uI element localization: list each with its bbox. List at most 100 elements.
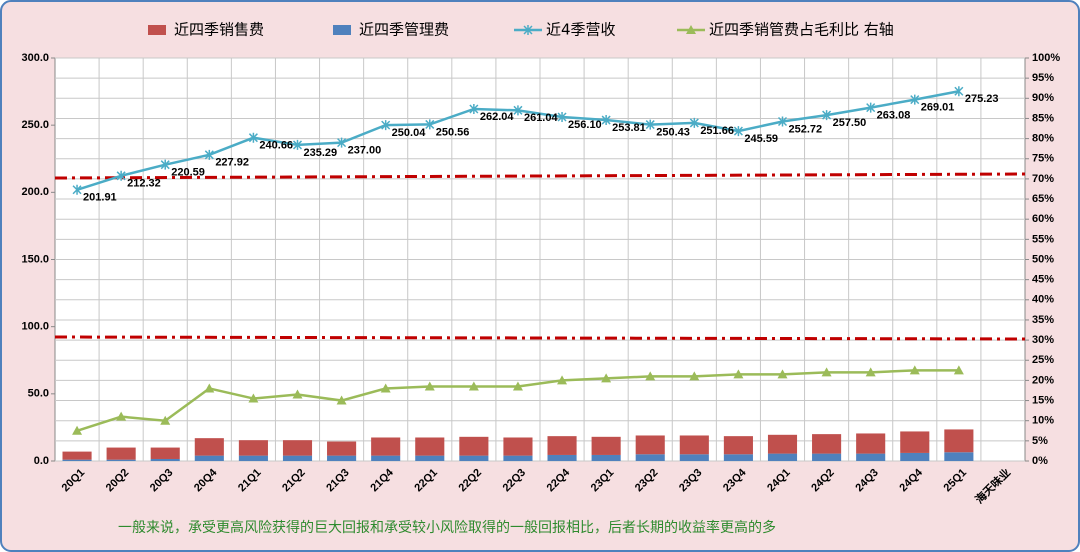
marker bbox=[686, 25, 696, 34]
marker bbox=[645, 119, 655, 130]
data-label: 250.56 bbox=[436, 126, 470, 138]
y2-tick-label: 25% bbox=[1032, 354, 1054, 366]
reference-line bbox=[54, 172, 1026, 180]
bar bbox=[415, 455, 445, 461]
marker bbox=[380, 383, 391, 393]
marker bbox=[645, 371, 656, 381]
legend-label: 近4季营收 bbox=[546, 21, 616, 39]
marker bbox=[689, 117, 699, 128]
data-label: 201.91 bbox=[83, 192, 117, 204]
marker bbox=[160, 415, 171, 425]
bar bbox=[238, 455, 268, 461]
marker bbox=[733, 126, 743, 137]
data-label: 245.59 bbox=[744, 133, 778, 145]
bar bbox=[547, 436, 577, 455]
data-label: 227.92 bbox=[215, 157, 249, 169]
y2-tick-label: 95% bbox=[1032, 72, 1054, 84]
y2-tick-label: 90% bbox=[1032, 92, 1054, 104]
data-label: 251.66 bbox=[700, 125, 734, 137]
bar bbox=[679, 454, 709, 461]
legend-swatch bbox=[333, 25, 351, 35]
data-label: 253.81 bbox=[612, 122, 646, 134]
bar bbox=[371, 455, 401, 461]
marker bbox=[116, 170, 126, 181]
y2-tick-label: 55% bbox=[1032, 233, 1054, 245]
data-label: 220.59 bbox=[171, 167, 205, 179]
y2-tick-label: 50% bbox=[1032, 253, 1054, 265]
bar bbox=[459, 436, 489, 456]
marker bbox=[910, 94, 920, 105]
grid bbox=[55, 57, 1025, 462]
bar bbox=[591, 454, 621, 461]
bar bbox=[503, 455, 533, 461]
bar bbox=[194, 438, 224, 456]
marker bbox=[865, 367, 876, 377]
marker bbox=[822, 110, 832, 121]
y2-tick-label: 10% bbox=[1032, 415, 1054, 427]
marker bbox=[116, 411, 127, 421]
bar bbox=[547, 454, 577, 461]
marker bbox=[821, 367, 832, 377]
marker bbox=[72, 184, 82, 195]
data-label: 275.23 bbox=[965, 93, 999, 105]
bar bbox=[194, 455, 224, 461]
marker bbox=[689, 371, 700, 381]
y2-tick-label: 75% bbox=[1032, 153, 1054, 165]
bar bbox=[591, 436, 621, 455]
data-label: 235.29 bbox=[304, 147, 338, 159]
bar bbox=[679, 435, 709, 455]
legend-label: 近四季销管费占毛利比 右轴 bbox=[709, 21, 894, 39]
marker bbox=[160, 159, 170, 170]
bar bbox=[371, 437, 401, 456]
marker bbox=[733, 369, 744, 379]
marker bbox=[512, 381, 523, 391]
bar bbox=[900, 452, 930, 461]
y2-tick-label: 60% bbox=[1032, 213, 1054, 225]
bar bbox=[106, 459, 136, 461]
y-tick-label: 100.0 bbox=[21, 321, 49, 333]
bar bbox=[812, 453, 842, 461]
y2-tick-label: 65% bbox=[1032, 193, 1054, 205]
bar bbox=[150, 447, 180, 459]
marker bbox=[248, 132, 258, 143]
data-label: 262.04 bbox=[480, 111, 515, 123]
y2-tick-label: 5% bbox=[1032, 435, 1048, 447]
y2-tick-label: 35% bbox=[1032, 314, 1054, 326]
bar bbox=[723, 436, 753, 455]
marker bbox=[381, 120, 391, 131]
marker bbox=[292, 389, 303, 399]
y2-tick-label: 30% bbox=[1032, 334, 1054, 346]
bar bbox=[635, 454, 665, 461]
marker bbox=[513, 105, 523, 116]
bar bbox=[767, 453, 798, 461]
marker bbox=[337, 137, 347, 148]
y2-tick-label: 70% bbox=[1032, 173, 1054, 185]
legend-swatch bbox=[148, 25, 166, 35]
bar bbox=[150, 458, 180, 461]
y2-tick-label: 85% bbox=[1032, 112, 1054, 124]
marker bbox=[601, 373, 612, 383]
y-tick-label: 250.0 bbox=[21, 119, 49, 131]
marker bbox=[777, 116, 788, 127]
marker bbox=[953, 365, 964, 375]
marker bbox=[72, 425, 83, 435]
marker bbox=[523, 25, 533, 35]
marker bbox=[777, 369, 788, 379]
legend-label: 近四季管理费 bbox=[359, 21, 449, 39]
marker bbox=[336, 395, 347, 405]
y-tick-label: 300.0 bbox=[21, 52, 49, 64]
marker bbox=[909, 365, 920, 375]
data-label: 237.00 bbox=[348, 145, 382, 157]
y2-tick-label: 0% bbox=[1032, 455, 1048, 467]
bar bbox=[62, 459, 92, 461]
y2-tick-label: 100% bbox=[1032, 52, 1060, 64]
marker bbox=[468, 381, 479, 391]
marker bbox=[424, 381, 435, 391]
bar bbox=[856, 453, 886, 461]
bar bbox=[238, 440, 268, 456]
y2-tick-label: 45% bbox=[1032, 274, 1054, 286]
data-label: 252.72 bbox=[789, 123, 823, 135]
bar bbox=[282, 455, 313, 461]
y2-tick-label: 20% bbox=[1032, 374, 1054, 386]
